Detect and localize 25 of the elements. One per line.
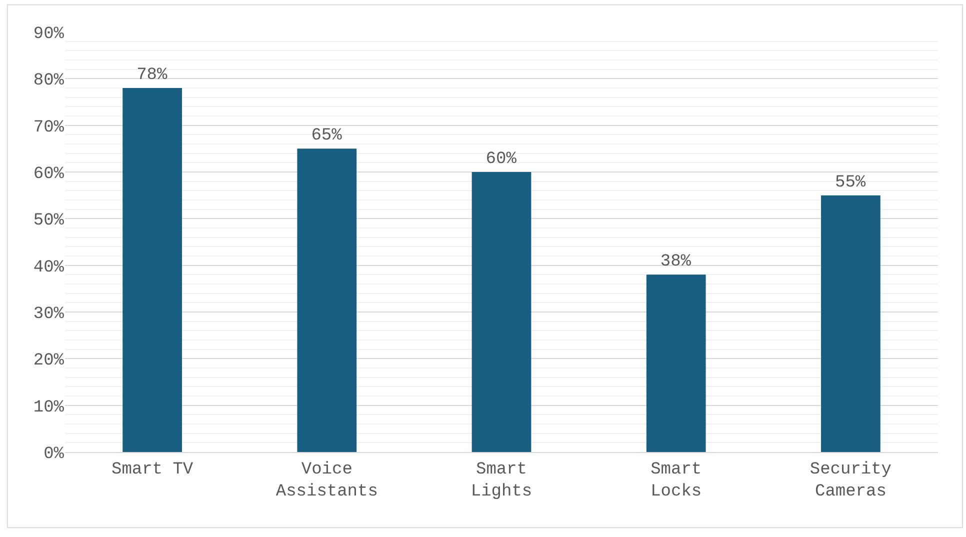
x-tick-label: Smart TV [111,460,194,480]
y-tick-label: 20% [33,352,65,371]
x-tick-label: Voice Assistants [276,460,378,502]
y-tick-label: 90% [33,24,65,44]
x-tick-label: Smart Lights [470,460,532,502]
y-tick-label: 40% [33,258,65,278]
data-label: 55% [835,173,866,192]
bar [646,274,706,452]
y-tick-label: 10% [33,398,65,418]
data-label: 60% [486,150,518,169]
y-tick-label: 60% [33,164,65,184]
x-tick-label: Security Cameras [810,460,892,502]
y-tick-label: 30% [33,304,65,324]
bar [472,172,532,452]
bar [297,148,357,452]
y-tick-label: 80% [33,72,65,91]
x-tick-label: Smart Locks [650,460,702,502]
y-tick-label: 50% [33,212,65,231]
data-label: 78% [136,66,168,85]
data-label: 65% [311,126,343,146]
data-label: 38% [660,252,692,272]
y-tick-label: 0% [44,444,65,464]
bar [122,88,182,452]
bar [821,195,880,452]
y-tick-label: 70% [33,118,65,138]
